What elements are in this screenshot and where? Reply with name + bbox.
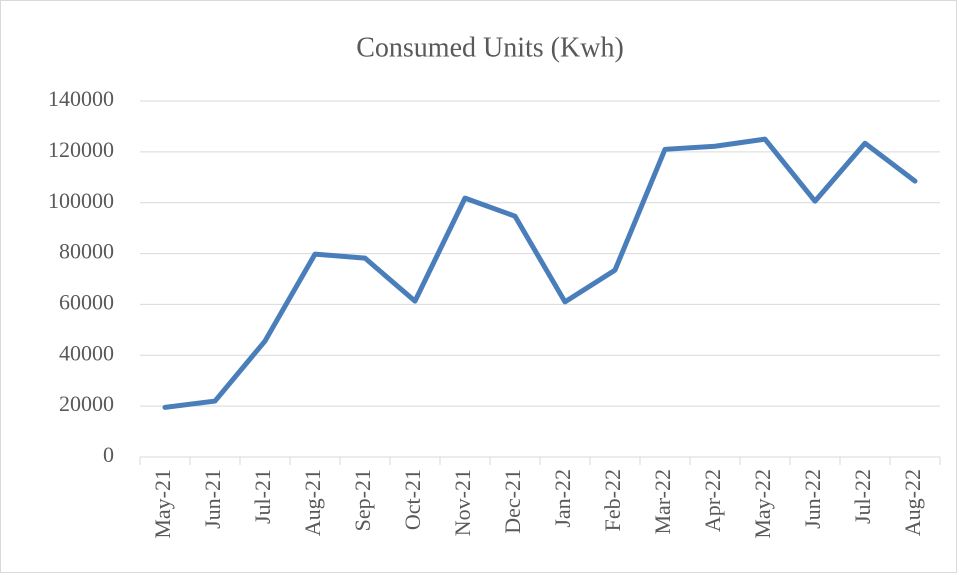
x-tick-label: Dec-21 bbox=[500, 469, 525, 534]
x-tick-label: Apr-22 bbox=[700, 469, 725, 532]
y-tick-label: 40000 bbox=[59, 340, 114, 365]
x-tick-label: Jul-22 bbox=[850, 469, 875, 524]
x-tick-label: May-21 bbox=[150, 469, 175, 539]
x-tick-label: Aug-22 bbox=[900, 469, 925, 536]
x-tick-label: Feb-22 bbox=[600, 469, 625, 531]
x-tick-label: Jan-22 bbox=[550, 469, 575, 528]
x-tick-label: Jun-22 bbox=[800, 469, 825, 529]
x-tick-label: Sep-21 bbox=[350, 469, 375, 531]
y-tick-label: 20000 bbox=[59, 391, 114, 416]
y-tick-label: 140000 bbox=[48, 86, 114, 111]
x-tick-label: Oct-21 bbox=[400, 469, 425, 530]
x-tick-label: Nov-21 bbox=[450, 469, 475, 536]
x-tick-label: Jun-21 bbox=[200, 469, 225, 529]
x-tick-label: May-22 bbox=[750, 469, 775, 539]
x-tick-label: Aug-21 bbox=[300, 469, 325, 536]
x-tick-label: Mar-22 bbox=[650, 469, 675, 535]
y-tick-label: 0 bbox=[103, 442, 114, 467]
y-tick-label: 60000 bbox=[59, 289, 114, 314]
line-series bbox=[162, 136, 918, 410]
y-tick-label: 100000 bbox=[48, 188, 114, 213]
x-tick-label: Jul-21 bbox=[250, 469, 275, 524]
y-tick-label: 80000 bbox=[59, 239, 114, 264]
y-tick-label: 120000 bbox=[48, 137, 114, 162]
chart-title: Consumed Units (Kwh) bbox=[356, 32, 624, 63]
